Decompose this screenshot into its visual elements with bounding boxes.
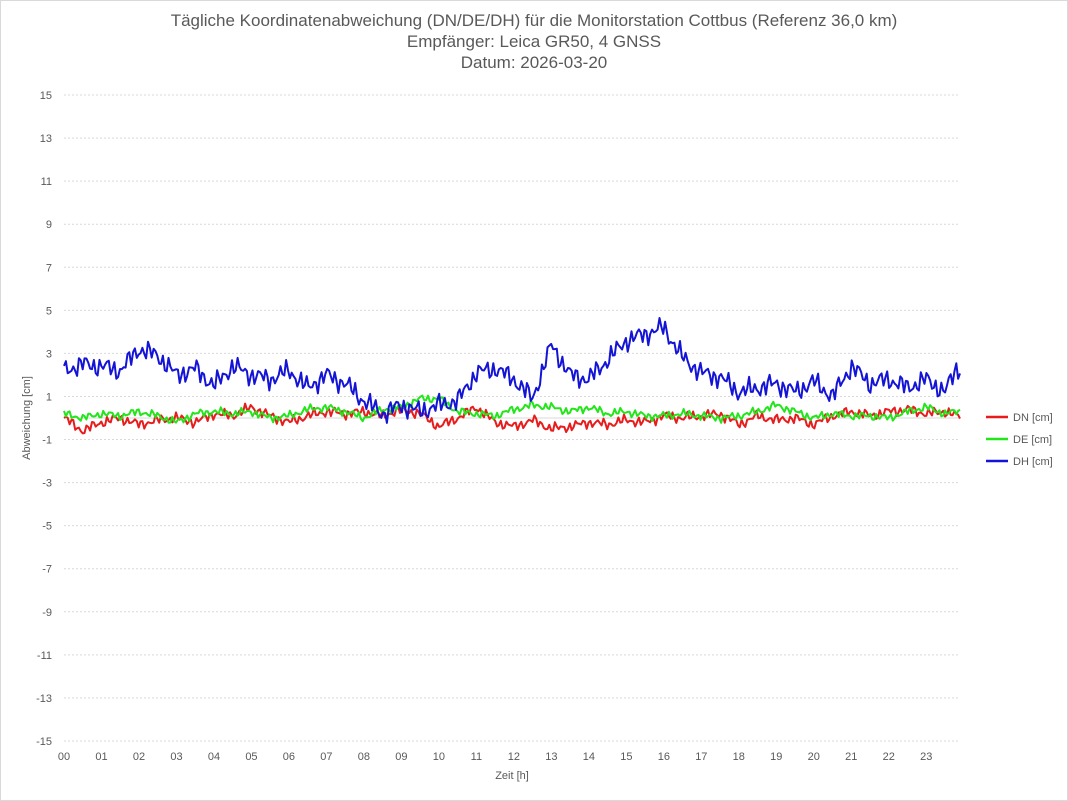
x-tick-label: 00 bbox=[58, 751, 70, 763]
x-tick-label: 05 bbox=[245, 751, 257, 763]
y-tick-label: 5 bbox=[46, 305, 52, 317]
y-tick-label: 13 bbox=[40, 133, 52, 145]
x-tick-label: 07 bbox=[320, 751, 332, 763]
x-tick-label: 22 bbox=[883, 751, 895, 763]
y-tick-label: 15 bbox=[40, 90, 52, 102]
x-tick-label: 19 bbox=[770, 751, 782, 763]
gridlines bbox=[64, 94, 960, 742]
legend-label: DH [cm] bbox=[1013, 456, 1053, 468]
y-tick-label: 11 bbox=[41, 176, 52, 188]
title-line-2: Empfänger: Leica GR50, 4 GNSS bbox=[406, 32, 662, 51]
x-tick-label: 04 bbox=[208, 751, 220, 763]
legend-label: DE [cm] bbox=[1013, 434, 1052, 446]
y-tick-label: -13 bbox=[36, 693, 52, 705]
y-tick-label: -9 bbox=[42, 607, 52, 619]
x-tick-label: 03 bbox=[170, 751, 182, 763]
title-line-3: Datum: 2026-03-20 bbox=[460, 53, 608, 72]
y-tick-label: -5 bbox=[42, 521, 52, 533]
y-tick-label: 7 bbox=[46, 262, 52, 274]
x-tick-label: 01 bbox=[95, 751, 107, 763]
x-tick-label: 23 bbox=[920, 751, 932, 763]
y-tick-label: 3 bbox=[46, 348, 52, 360]
x-tick-label: 09 bbox=[395, 751, 407, 763]
y-tick-label: -15 bbox=[36, 736, 52, 748]
chart-title: Tägliche Koordinatenabweichung (DN/DE/DH… bbox=[0, 10, 1068, 73]
y-axis-title: Abweichung [cm] bbox=[21, 376, 33, 460]
x-axis-title: Zeit [h] bbox=[495, 770, 529, 782]
x-tick-label: 20 bbox=[808, 751, 820, 763]
x-tick-label: 14 bbox=[583, 751, 595, 763]
y-tick-label: -11 bbox=[37, 650, 52, 662]
series-line-dh bbox=[63, 317, 961, 424]
y-axis-ticks: 15 13 11 9 7 5 3 1 -1 -3 -5 -7 -9 -11 -13 -15 bbox=[36, 90, 52, 748]
x-tick-label: 08 bbox=[358, 751, 370, 763]
series-lines bbox=[63, 317, 961, 435]
legend-label: DN [cm] bbox=[1013, 412, 1053, 424]
x-tick-label: 11 bbox=[471, 751, 482, 763]
title-line-1: Tägliche Koordinatenabweichung (DN/DE/DH… bbox=[170, 11, 898, 30]
x-tick-label: 17 bbox=[695, 751, 707, 763]
x-tick-label: 15 bbox=[620, 751, 632, 763]
x-axis-ticks: 00 01 02 03 04 05 06 07 08 09 10 11 12 13 14 15 16 17 18 19… bbox=[58, 751, 933, 763]
x-tick-label: 06 bbox=[283, 751, 295, 763]
x-tick-label: 12 bbox=[508, 751, 520, 763]
x-tick-label: 13 bbox=[545, 751, 557, 763]
y-tick-label: -3 bbox=[42, 478, 52, 490]
series-line-de bbox=[63, 394, 961, 424]
legend: DN [cm] DE [cm] DH [cm] bbox=[986, 412, 1053, 468]
x-tick-label: 21 bbox=[845, 751, 857, 763]
y-tick-label: -7 bbox=[42, 564, 52, 576]
x-tick-label: 16 bbox=[658, 751, 670, 763]
y-tick-label: 1 bbox=[46, 391, 52, 403]
x-tick-label: 02 bbox=[133, 751, 145, 763]
y-tick-label: -1 bbox=[42, 435, 52, 447]
x-tick-label: 18 bbox=[733, 751, 745, 763]
y-tick-label: 9 bbox=[46, 219, 52, 231]
x-tick-label: 10 bbox=[433, 751, 445, 763]
